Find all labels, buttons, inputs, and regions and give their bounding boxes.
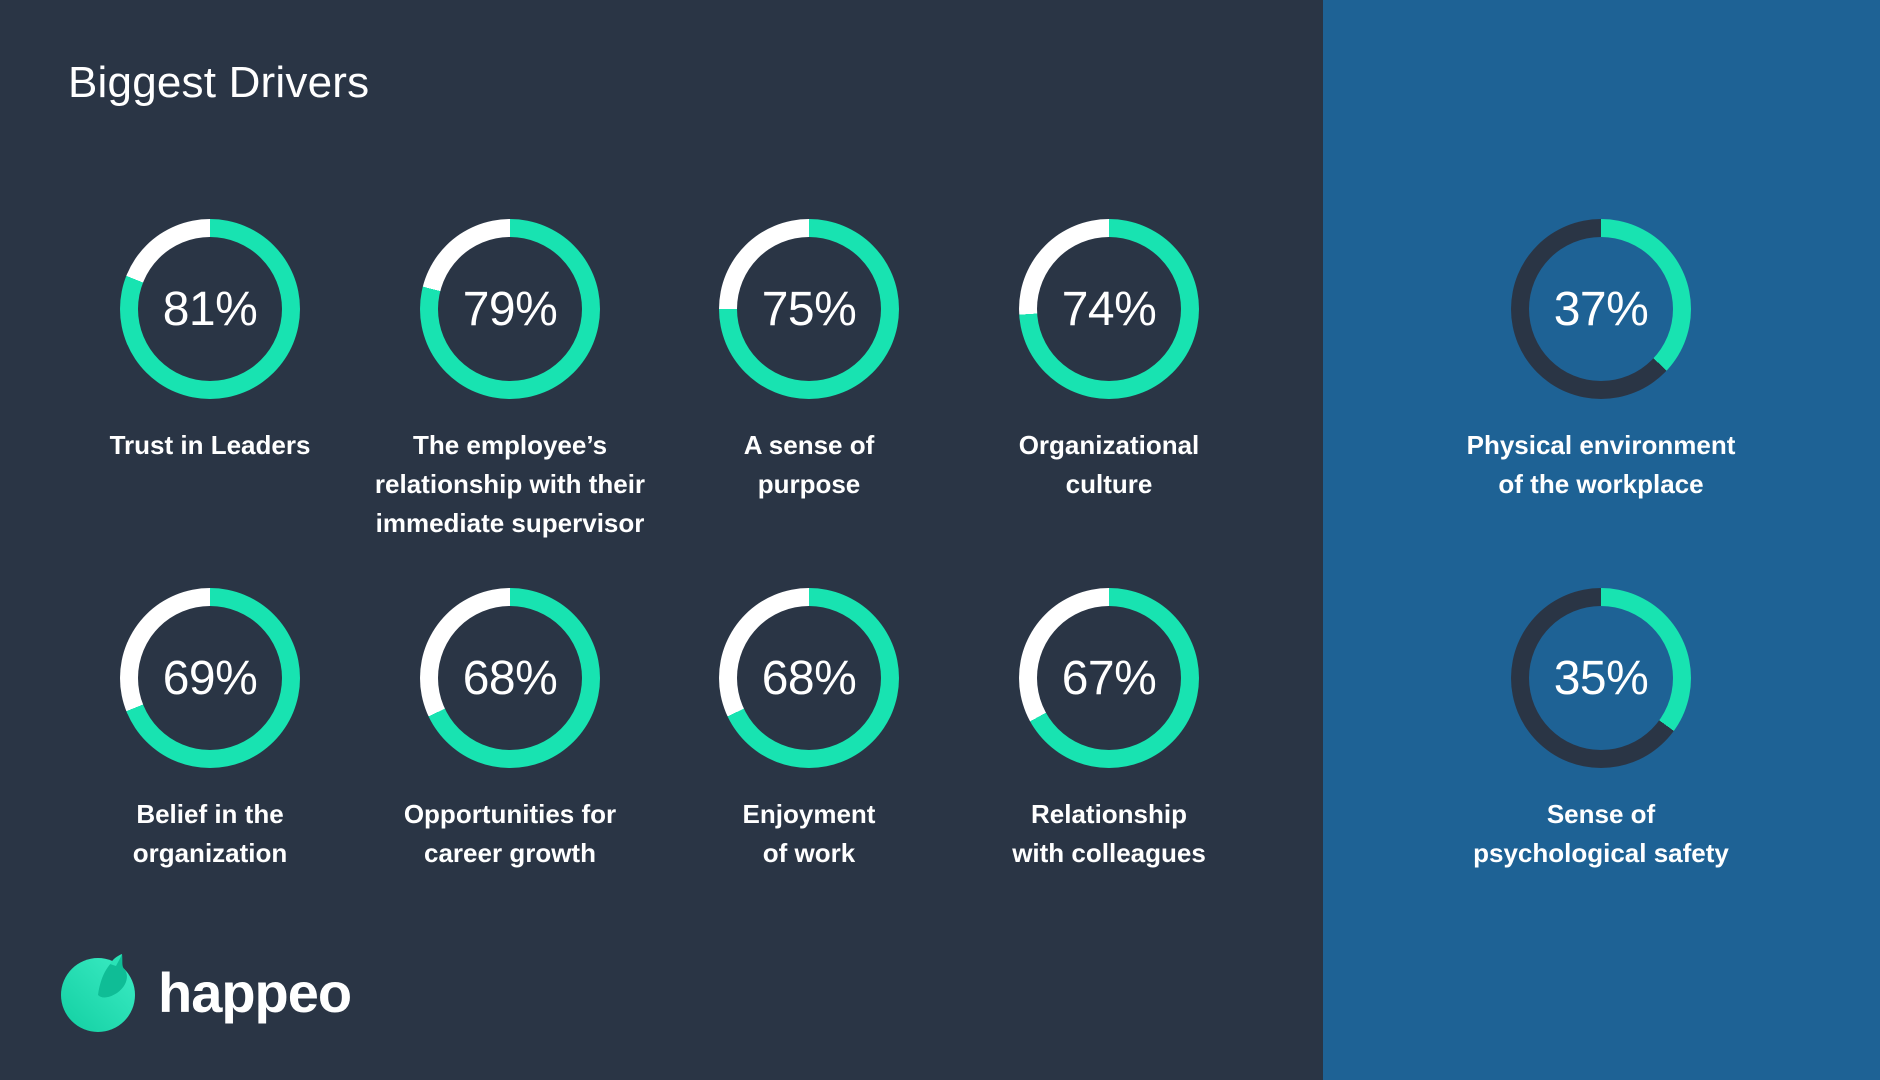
donut-chart: 75% xyxy=(719,219,899,399)
happeo-logo: happeo xyxy=(58,950,352,1034)
driver-card-psychological-safety: 35% Sense of psychological safety xyxy=(1441,588,1761,873)
donut-percent: 69% xyxy=(162,651,258,705)
donut-chart: 68% xyxy=(719,588,899,768)
donut-chart: 67% xyxy=(1019,588,1199,768)
donut-percent: 37% xyxy=(1553,282,1649,336)
driver-label: Enjoyment of work xyxy=(742,799,876,868)
happeo-leaf-icon xyxy=(61,954,135,1032)
happeo-wordmark: happeo xyxy=(158,960,352,1024)
driver-card-organizational-culture: 74% Organizational culture xyxy=(949,219,1269,504)
driver-label: Organizational culture xyxy=(1018,430,1200,499)
donut-chart: 68% xyxy=(420,588,600,768)
donut-chart: 74% xyxy=(1019,219,1199,399)
donut-chart: 35% xyxy=(1511,588,1691,768)
donut-chart: 79% xyxy=(420,219,600,399)
driver-label: Relationship with colleagues xyxy=(1012,799,1206,868)
donut-percent: 68% xyxy=(761,651,857,705)
driver-label: Belief in the organization xyxy=(132,799,288,868)
driver-label: Opportunities for career growth xyxy=(403,799,617,868)
donut-percent: 81% xyxy=(162,282,258,336)
driver-label: Sense of psychological safety xyxy=(1473,799,1729,868)
donut-percent: 74% xyxy=(1061,282,1157,336)
driver-label: Trust in Leaders xyxy=(109,430,311,460)
driver-card-belief-in-organization: 69% Belief in the organization xyxy=(50,588,370,873)
biggest-drivers-title: Biggest Drivers xyxy=(68,58,370,107)
driver-card-sense-of-purpose: 75% A sense of purpose xyxy=(649,219,969,504)
donut-percent: 75% xyxy=(761,282,857,336)
donut-percent: 79% xyxy=(462,282,558,336)
donut-chart: 81% xyxy=(120,219,300,399)
driver-card-supervisor-relationship: 79% The employee’s relationship with the… xyxy=(350,219,670,543)
donut-percent: 67% xyxy=(1061,651,1157,705)
driver-label: Physical environment of the workplace xyxy=(1466,430,1736,499)
driver-card-enjoyment-of-work: 68% Enjoyment of work xyxy=(649,588,969,873)
donut-chart: 69% xyxy=(120,588,300,768)
driver-card-physical-environment: 37% Physical environment of the workplac… xyxy=(1441,219,1761,504)
driver-card-career-growth: 68% Opportunities for career growth xyxy=(350,588,670,873)
smallest-drivers-panel: Smallest Drivers xyxy=(1323,0,1880,1080)
donut-chart: 37% xyxy=(1511,219,1691,399)
driver-card-relationship-colleagues: 67% Relationship with colleagues xyxy=(949,588,1269,873)
donut-percent: 35% xyxy=(1553,651,1649,705)
driver-label: A sense of purpose xyxy=(743,430,875,499)
driver-label: The employee’s relationship with their i… xyxy=(374,430,646,538)
donut-percent: 68% xyxy=(462,651,558,705)
driver-card-trust-in-leaders: 81% Trust in Leaders xyxy=(50,219,370,465)
